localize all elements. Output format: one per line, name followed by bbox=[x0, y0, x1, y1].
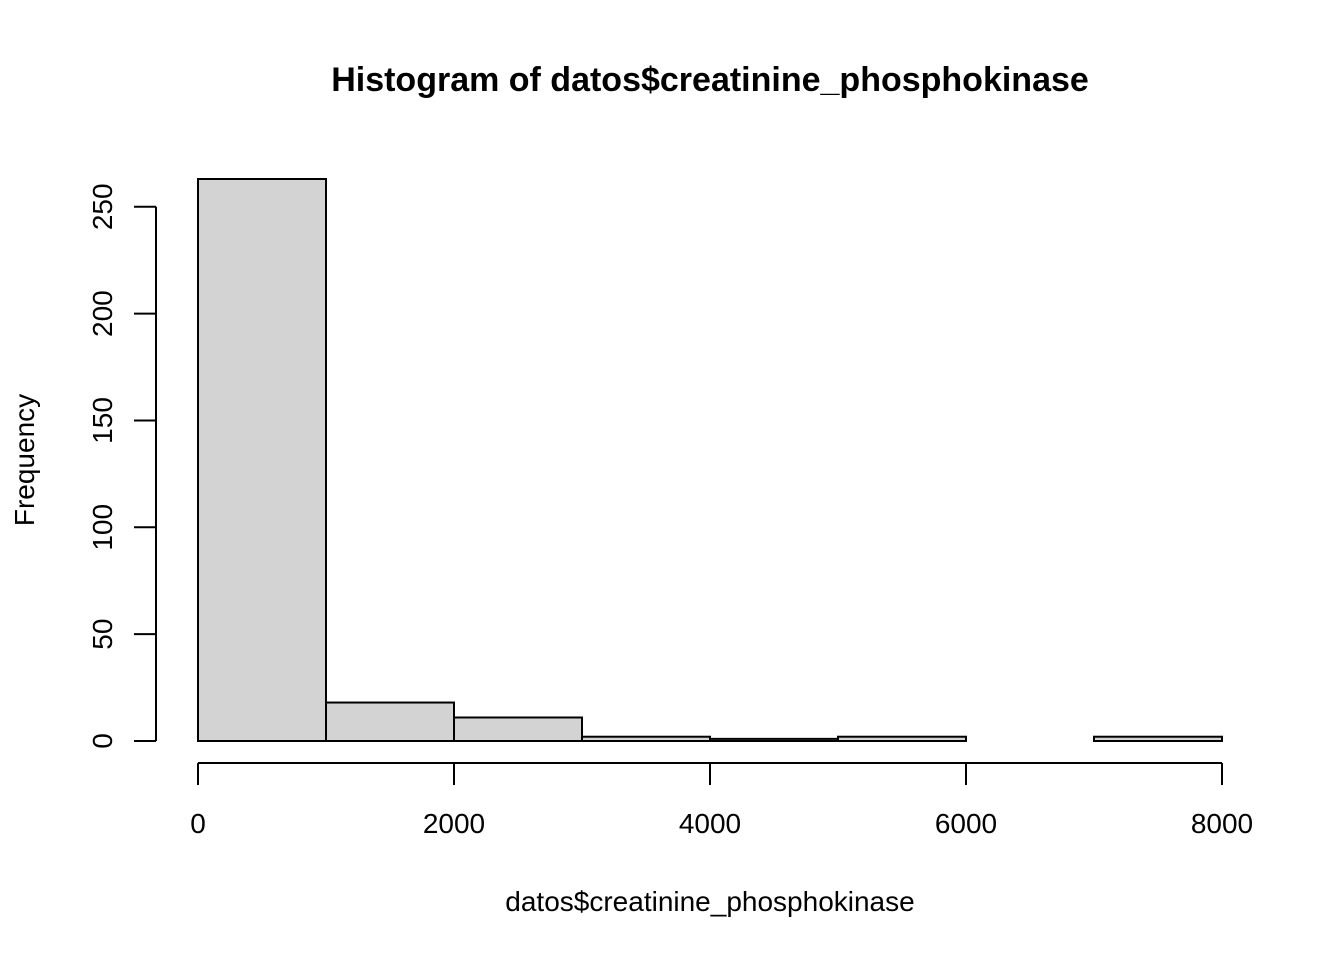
histogram-bar-7 bbox=[1093, 735, 1223, 743]
y-tick-label: 0 bbox=[87, 733, 118, 749]
histogram-bar-1 bbox=[325, 701, 455, 743]
y-axis-label: Frequency bbox=[9, 394, 40, 526]
y-tick-label: 150 bbox=[87, 397, 118, 444]
histogram-bar-4 bbox=[709, 737, 839, 742]
y-tick-label: 50 bbox=[87, 619, 118, 650]
y-tick-label: 100 bbox=[87, 504, 118, 551]
x-tick-label: 0 bbox=[190, 808, 206, 839]
histogram-bar-2 bbox=[453, 716, 583, 743]
y-tick-label: 200 bbox=[87, 290, 118, 337]
histogram-bar-0 bbox=[197, 178, 327, 742]
y-axis: 0 50 100 150 200 250 bbox=[87, 183, 157, 749]
y-tick-label: 250 bbox=[87, 183, 118, 230]
histogram-bar-5 bbox=[837, 735, 967, 743]
x-axis-label: datos$creatinine_phosphokinase bbox=[505, 886, 914, 917]
x-axis: 0 2000 4000 6000 8000 bbox=[190, 762, 1253, 839]
x-tick-label: 4000 bbox=[679, 808, 741, 839]
chart-title: Histogram of datos$creatinine_phosphokin… bbox=[331, 61, 1089, 99]
histogram-bar-3 bbox=[581, 735, 711, 743]
x-tick-label: 2000 bbox=[423, 808, 485, 839]
x-tick-label: 6000 bbox=[935, 808, 997, 839]
x-tick-label: 8000 bbox=[1191, 808, 1253, 839]
bars-group bbox=[197, 178, 1223, 743]
